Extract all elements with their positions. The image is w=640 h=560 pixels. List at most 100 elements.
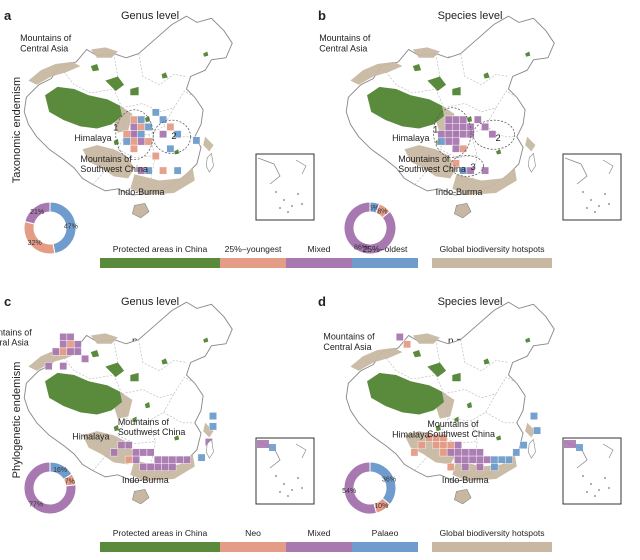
province-border xyxy=(381,351,436,380)
taiwan-island xyxy=(205,438,214,459)
endemism-cell xyxy=(159,115,167,124)
region-label: Himalaya xyxy=(392,133,429,143)
endemism-cell xyxy=(130,130,138,139)
region-label: Himalaya xyxy=(74,133,111,143)
inset-island xyxy=(586,207,588,209)
biodiversity-hotspot xyxy=(203,422,214,438)
protected-area xyxy=(367,86,444,129)
province-border xyxy=(173,376,195,394)
province-border xyxy=(485,412,517,424)
endemism-cell xyxy=(444,130,453,139)
legend-item-label: Palaeo xyxy=(372,528,399,538)
china-map: 1 2 Mountains of Central Asia Himalaya Mounta… xyxy=(20,15,233,219)
endemism-cell xyxy=(468,455,477,464)
donut-slice-label: 54% xyxy=(342,488,356,495)
protected-area xyxy=(427,76,447,92)
endemism-cell xyxy=(459,115,468,124)
legend-swatch xyxy=(286,258,352,268)
region-label: Mountains of Southwest China xyxy=(118,417,186,437)
endemism-cell xyxy=(166,144,175,153)
taiwan-island xyxy=(205,152,214,173)
biodiversity-hotspot xyxy=(350,347,403,371)
panel-letter: d xyxy=(318,294,326,309)
endemism-cell xyxy=(130,123,138,131)
inset-island xyxy=(275,191,277,193)
endemism-cell xyxy=(439,441,448,450)
province-border xyxy=(117,435,156,444)
endemism-cell xyxy=(144,137,153,146)
protected-area xyxy=(174,435,180,441)
endemism-cell xyxy=(130,115,138,124)
protected-area xyxy=(412,350,422,358)
legend-item-label: Mixed xyxy=(308,528,331,538)
endemism-cell xyxy=(59,362,68,370)
province-border xyxy=(117,393,127,436)
protected-area xyxy=(452,372,461,382)
province-border xyxy=(117,107,127,150)
donut-slice-label: 32% xyxy=(28,240,42,247)
south-china-sea-inset xyxy=(562,437,622,505)
endemism-cell xyxy=(452,115,460,124)
protected-area xyxy=(466,116,473,123)
endemism-cell xyxy=(437,130,446,139)
donut-slice xyxy=(24,201,51,225)
province-border xyxy=(448,393,497,422)
endemism-cell xyxy=(146,448,155,457)
region-label: Indo-Burma xyxy=(442,475,489,485)
endemism-cell xyxy=(519,441,528,450)
region-label: Indo-Burma xyxy=(122,475,169,485)
endemism-cell xyxy=(137,115,146,124)
inset-coastline xyxy=(257,157,281,185)
endemism-cell xyxy=(161,455,170,464)
endemism-cell xyxy=(446,448,455,457)
endemism-cell xyxy=(466,166,475,175)
endemism-cell xyxy=(175,455,184,464)
biodiversity-hotspot xyxy=(452,454,517,482)
inset-island xyxy=(590,199,592,201)
legend-swatch xyxy=(220,258,286,268)
province-border xyxy=(443,389,497,399)
endemism-donut: 36% 10% 54% xyxy=(342,461,397,515)
endemism-cell xyxy=(124,441,133,450)
biodiversity-hotspot xyxy=(90,333,118,344)
endemism-cell xyxy=(139,448,148,457)
donut-slice-label: 21% xyxy=(30,209,44,216)
endemism-cell xyxy=(139,463,148,471)
protected-area xyxy=(113,424,119,432)
endemism-cell xyxy=(151,152,160,160)
protected-area xyxy=(144,402,151,409)
legend-item-label: Global biodiversity hotspots xyxy=(439,528,544,538)
endemism-cell xyxy=(461,463,470,471)
protected-area xyxy=(483,358,490,365)
inset-island xyxy=(604,477,606,479)
cluster-outline xyxy=(472,119,516,150)
endemism-cell xyxy=(403,340,411,349)
endemism-cell xyxy=(144,123,153,131)
endemism-cell xyxy=(454,441,462,450)
protected-area xyxy=(496,149,502,155)
endemism-cell xyxy=(564,440,576,448)
endemism-cell xyxy=(481,123,489,131)
legend-swatch xyxy=(352,542,418,552)
protected-area xyxy=(452,86,461,96)
legend-item-label: Protected areas in China xyxy=(113,528,208,538)
endemism-cell xyxy=(452,159,460,168)
biodiversity-hotspot xyxy=(525,422,536,438)
biodiversity-hotspot xyxy=(28,61,81,85)
panel-letter: a xyxy=(4,8,12,23)
panel-title: Species level xyxy=(438,10,503,22)
endemism-cell xyxy=(269,444,276,451)
protected-area xyxy=(454,416,459,422)
endemism-cell xyxy=(459,130,468,139)
biodiversity-hotspot xyxy=(82,145,135,179)
taiwan-island xyxy=(527,152,536,173)
panel-title: Genus level xyxy=(121,296,179,308)
region-label: Himalaya xyxy=(72,431,109,441)
inset-island xyxy=(283,483,285,485)
region-label: Mountains of Southwest China xyxy=(398,154,466,174)
protected-area xyxy=(130,86,139,96)
cluster-outline xyxy=(433,107,472,158)
inset-island xyxy=(582,191,584,193)
